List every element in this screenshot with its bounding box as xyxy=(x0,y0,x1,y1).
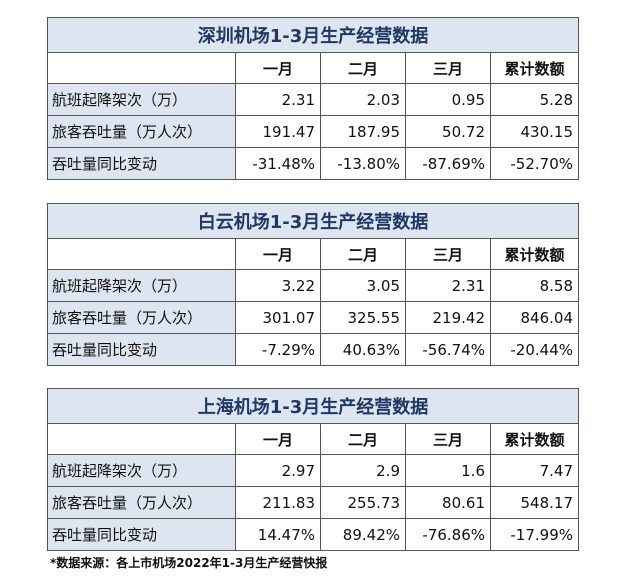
data-cell: -56.74% xyxy=(405,333,491,366)
data-cell: 211.83 xyxy=(235,486,321,519)
column-header: 三月 xyxy=(405,238,491,270)
table-title: 深圳机场1-3月生产经营数据 xyxy=(47,17,579,53)
data-cell: 430.15 xyxy=(490,115,579,148)
data-cell: 14.47% xyxy=(235,518,321,551)
column-header: 三月 xyxy=(405,52,491,84)
data-cell: 846.04 xyxy=(490,301,579,334)
row-label: 航班起降架次（万） xyxy=(47,83,236,116)
data-cell: 3.22 xyxy=(235,269,321,302)
data-cell: 187.95 xyxy=(320,115,406,148)
column-header: 二月 xyxy=(320,52,406,84)
footnote: *数据来源：各上市机场2022年1-3月生产经营快报 xyxy=(50,556,328,570)
column-header: 一月 xyxy=(235,238,321,270)
column-header: 累计数额 xyxy=(490,52,579,84)
row-label: 航班起降架次（万） xyxy=(47,454,236,487)
header-blank xyxy=(47,423,236,455)
data-cell: -76.86% xyxy=(405,518,491,551)
table-title: 上海机场1-3月生产经营数据 xyxy=(47,388,579,424)
row-label: 旅客吞吐量（万人次） xyxy=(47,115,236,148)
data-cell: 3.05 xyxy=(320,269,406,302)
data-cell: 40.63% xyxy=(320,333,406,366)
data-cell: 548.17 xyxy=(490,486,579,519)
data-cell: 191.47 xyxy=(235,115,321,148)
data-cell: 2.31 xyxy=(405,269,491,302)
column-header: 累计数额 xyxy=(490,238,579,270)
table-title: 白云机场1-3月生产经营数据 xyxy=(47,203,579,239)
data-cell: -13.80% xyxy=(320,147,406,180)
data-cell: -52.70% xyxy=(490,147,579,180)
data-cell: 0.95 xyxy=(405,83,491,116)
data-cell: 255.73 xyxy=(320,486,406,519)
column-header: 二月 xyxy=(320,423,406,455)
data-cell: -20.44% xyxy=(490,333,579,366)
data-cell: 325.55 xyxy=(320,301,406,334)
column-header: 三月 xyxy=(405,423,491,455)
data-cell: -31.48% xyxy=(235,147,321,180)
data-cell: -87.69% xyxy=(405,147,491,180)
data-cell: 219.42 xyxy=(405,301,491,334)
data-cell: 1.6 xyxy=(405,454,491,487)
data-cell: 301.07 xyxy=(235,301,321,334)
data-cell: 2.03 xyxy=(320,83,406,116)
data-cell: 80.61 xyxy=(405,486,491,519)
column-header: 一月 xyxy=(235,423,321,455)
row-label: 旅客吞吐量（万人次） xyxy=(47,486,236,519)
header-blank xyxy=(47,52,236,84)
row-label: 航班起降架次（万） xyxy=(47,269,236,302)
row-label: 吞吐量同比变动 xyxy=(47,518,236,551)
data-cell: -7.29% xyxy=(235,333,321,366)
data-cell: 2.31 xyxy=(235,83,321,116)
header-blank xyxy=(47,238,236,270)
data-cell: 2.9 xyxy=(320,454,406,487)
data-cell: 7.47 xyxy=(490,454,579,487)
row-label: 吞吐量同比变动 xyxy=(47,147,236,180)
row-label: 旅客吞吐量（万人次） xyxy=(47,301,236,334)
data-cell: 5.28 xyxy=(490,83,579,116)
data-cell: -17.99% xyxy=(490,518,579,551)
data-cell: 8.58 xyxy=(490,269,579,302)
column-header: 一月 xyxy=(235,52,321,84)
column-header: 二月 xyxy=(320,238,406,270)
column-header: 累计数额 xyxy=(490,423,579,455)
row-label: 吞吐量同比变动 xyxy=(47,333,236,366)
data-cell: 2.97 xyxy=(235,454,321,487)
data-cell: 89.42% xyxy=(320,518,406,551)
data-cell: 50.72 xyxy=(405,115,491,148)
